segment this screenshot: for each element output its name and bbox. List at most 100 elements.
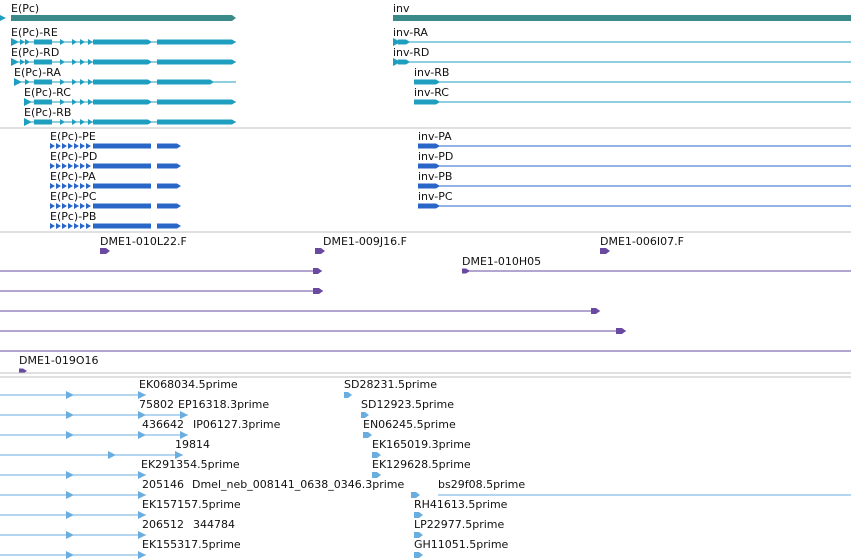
cds-block	[93, 203, 151, 209]
cds-chevron	[50, 203, 55, 209]
est-label[interactable]: Dmel_neb_008141_0638_0346.3prime	[192, 478, 405, 491]
exon-chevron	[25, 39, 30, 45]
est-label[interactable]: GH11051.5prime	[414, 538, 509, 551]
cds-chevron	[80, 163, 85, 169]
est-label[interactable]: 19814	[175, 438, 210, 451]
cds-chevron	[86, 163, 91, 169]
est-label[interactable]: EK155317.5prime	[142, 538, 241, 551]
bac-end-marker	[19, 368, 27, 374]
est-marker	[66, 411, 74, 419]
est-label[interactable]: EK157157.5prime	[142, 498, 241, 511]
protein-label-epc-pc[interactable]: E(Pc)-PC	[50, 190, 97, 203]
transcript-label-epc-rb[interactable]: E(Pc)-RB	[24, 106, 72, 119]
est-label[interactable]: bs29f08.5prime	[438, 478, 526, 491]
exon-chevron	[72, 99, 77, 105]
cds-chevron	[68, 163, 73, 169]
exon-chevron	[25, 79, 30, 85]
cds-chevron	[56, 143, 61, 149]
gene-label-epc[interactable]: E(Pc)	[11, 2, 40, 15]
est-label[interactable]: SD12923.5prime	[361, 398, 454, 411]
transcript-exon	[398, 59, 410, 65]
est-label[interactable]: EP16318.3prime	[178, 398, 270, 411]
cds-block	[157, 183, 181, 189]
cds-block	[157, 143, 181, 149]
transcript-label-inv-ra[interactable]: inv-RA	[393, 26, 428, 39]
transcript-exon	[157, 79, 214, 85]
transcript-exon	[93, 99, 152, 105]
est-marker	[175, 451, 183, 459]
protein-label-inv-pc[interactable]: inv-PC	[418, 190, 453, 203]
est-label[interactable]: 205146	[142, 478, 184, 491]
cds-chevron	[74, 183, 79, 189]
transcript-label-epc-ra[interactable]: E(Pc)-RA	[14, 66, 61, 79]
est-marker	[138, 531, 146, 539]
est-block	[372, 472, 381, 478]
protein-label-epc-pe[interactable]: E(Pc)-PE	[50, 130, 96, 143]
est-label[interactable]: LP22977.5prime	[414, 518, 505, 531]
est-marker	[66, 531, 74, 539]
cds-chevron	[56, 223, 61, 229]
est-marker	[180, 411, 188, 419]
exon-chevron	[88, 39, 93, 45]
transcript-start-marker	[11, 38, 19, 46]
est-label[interactable]: 436642	[142, 418, 184, 431]
transcript-label-inv-rd[interactable]: inv-RD	[393, 46, 430, 59]
est-label[interactable]: IP06127.3prime	[193, 418, 281, 431]
est-label[interactable]: EK291354.5prime	[141, 458, 240, 471]
transcript-exon	[93, 119, 152, 125]
est-marker	[138, 431, 146, 439]
exon-chevron	[88, 79, 93, 85]
exon-chevron	[60, 119, 65, 125]
est-label[interactable]: 206512	[142, 518, 184, 531]
exon-chevron	[60, 99, 65, 105]
bac-label-009j16[interactable]: DME1-009J16.F	[323, 235, 407, 248]
est-label[interactable]: RH41613.5prime	[414, 498, 508, 511]
protein-label-epc-pd[interactable]: E(Pc)-PD	[50, 150, 98, 163]
bac-label-019o16[interactable]: DME1-019O16	[19, 354, 99, 367]
transcript-label-epc-re[interactable]: E(Pc)-RE	[11, 26, 58, 39]
est-label[interactable]: 344784	[193, 518, 235, 531]
transcript-label-epc-rd[interactable]: E(Pc)-RD	[11, 46, 60, 59]
cds-chevron	[62, 163, 67, 169]
protein-label-epc-pa[interactable]: E(Pc)-PA	[50, 170, 96, 183]
est-label[interactable]: EK068034.5prime	[139, 378, 238, 391]
est-block	[361, 412, 369, 418]
est-marker	[66, 431, 74, 439]
transcript-label-epc-rc[interactable]: E(Pc)-RC	[24, 86, 71, 99]
protein-label-epc-pb[interactable]: E(Pc)-PB	[50, 210, 97, 223]
bac-label-010h05[interactable]: DME1-010H05	[462, 255, 542, 268]
est-block	[344, 392, 352, 398]
bac-label-010l22[interactable]: DME1-010L22.F	[100, 235, 187, 248]
cds-block	[418, 163, 440, 169]
protein-label-inv-pd[interactable]: inv-PD	[418, 150, 454, 163]
est-label[interactable]: EK129628.5prime	[372, 458, 471, 471]
est-block	[414, 532, 423, 538]
transcript-label-inv-rc[interactable]: inv-RC	[414, 86, 449, 99]
bac-label-006i07[interactable]: DME1-006I07.F	[600, 235, 684, 248]
cds-chevron	[56, 183, 61, 189]
cds-chevron	[62, 183, 67, 189]
gene-label-inv[interactable]: inv	[393, 2, 410, 15]
exon-chevron	[72, 59, 77, 65]
transcript-exon	[157, 119, 236, 125]
bac-end-marker	[591, 308, 600, 314]
est-marker	[66, 511, 74, 519]
protein-label-inv-pb[interactable]: inv-PB	[418, 170, 453, 183]
est-block	[363, 432, 372, 438]
cds-chevron	[74, 203, 79, 209]
transcript-exon	[414, 99, 440, 105]
protein-label-inv-pa[interactable]: inv-PA	[418, 130, 452, 143]
est-label[interactable]: 75802	[139, 398, 174, 411]
transcript-exon	[34, 119, 52, 125]
exon-chevron	[88, 119, 93, 125]
transcript-label-inv-rb[interactable]: inv-RB	[414, 66, 450, 79]
cds-chevron	[68, 223, 73, 229]
est-marker	[138, 491, 146, 499]
exon-chevron	[60, 59, 65, 65]
exon-chevron	[80, 99, 85, 105]
est-block	[411, 492, 420, 498]
transcript-start-marker	[24, 118, 32, 126]
est-label[interactable]: EN06245.5prime	[363, 418, 456, 431]
est-label[interactable]: EK165019.3prime	[372, 438, 471, 451]
est-label[interactable]: SD28231.5prime	[344, 378, 437, 391]
